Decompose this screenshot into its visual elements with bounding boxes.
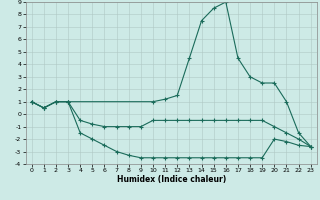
X-axis label: Humidex (Indice chaleur): Humidex (Indice chaleur) (116, 175, 226, 184)
